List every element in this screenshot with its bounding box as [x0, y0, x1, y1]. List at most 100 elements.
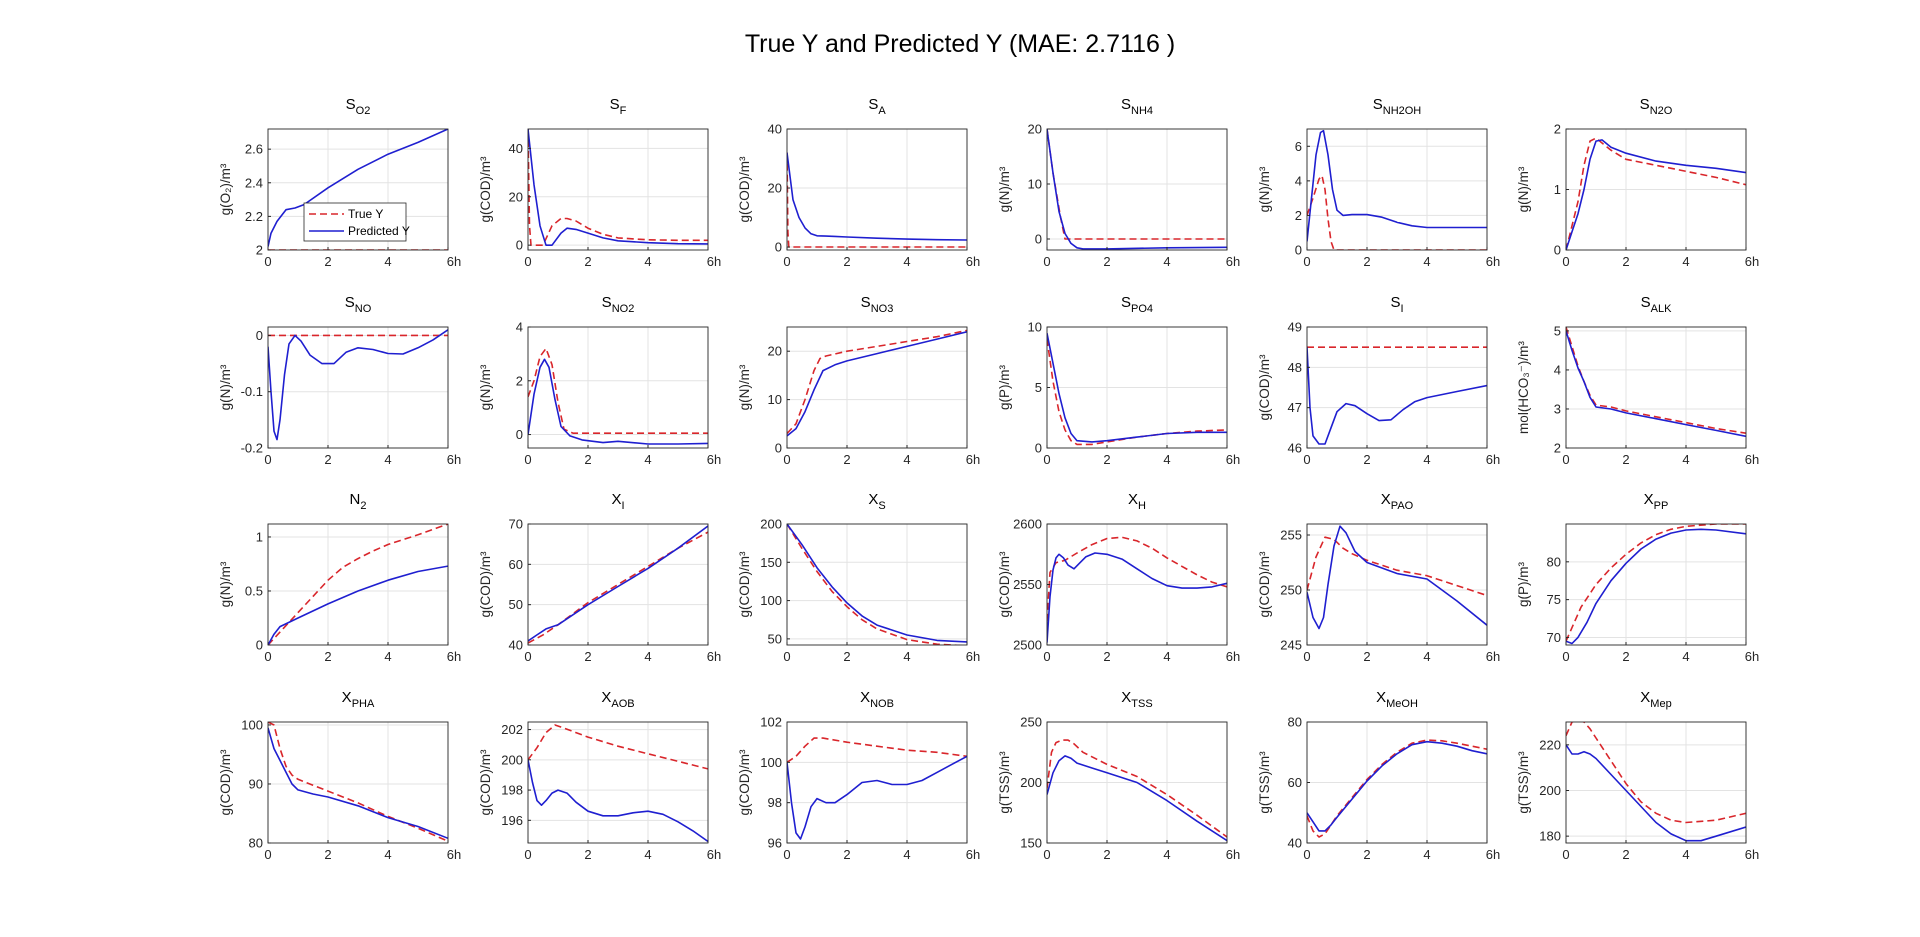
y-tick-label: 200 — [1539, 783, 1561, 798]
axes-frame — [1306, 128, 1488, 251]
y-tick-label: 2550 — [1013, 577, 1042, 592]
x-tick-label: 4 — [384, 649, 391, 664]
x-tick-label: 2 — [1103, 452, 1110, 467]
x-tick-label: 2 — [1363, 847, 1370, 862]
y-axis-label: g(N)/m³ — [737, 364, 752, 410]
y-tick-label: 47 — [1288, 400, 1302, 415]
x-tick-label: 0 — [264, 254, 271, 269]
x-tick-label: 6h — [1486, 452, 1500, 467]
y-axis-label: g(COD)/m³ — [218, 749, 233, 815]
predicted-y-line — [1047, 755, 1227, 842]
x-tick-label: 4 — [1163, 254, 1170, 269]
subplot: 0 2 4 6h 50 100 150 200 XS g(COD)/m³ — [737, 491, 980, 664]
subplot: 0 2 4 6h 46 47 48 49 SI g(COD)/m³ — [1257, 294, 1500, 467]
x-tick-label: 4 — [644, 452, 651, 467]
subplot-title: XH — [1128, 491, 1146, 512]
subplot-title: N2 — [350, 491, 367, 512]
y-tick-label: 196 — [501, 813, 523, 828]
y-tick-label: 96 — [768, 836, 782, 851]
y-axis-label: g(COD)/m³ — [1257, 551, 1272, 617]
x-tick-label: 4 — [903, 452, 910, 467]
axes-frame — [786, 721, 968, 844]
x-tick-label: 0 — [1303, 847, 1310, 862]
y-tick-label: 48 — [1288, 360, 1302, 375]
y-tick-label: 90 — [249, 776, 263, 791]
subplot-title: XS — [868, 491, 885, 512]
y-tick-label: 2 — [1554, 441, 1561, 456]
subplot-title: XI — [611, 491, 624, 512]
x-tick-label: 2 — [1622, 254, 1629, 269]
y-tick-label: 100 — [241, 717, 263, 732]
y-tick-label: 0 — [516, 427, 523, 442]
subplot-title: SNO2 — [602, 294, 635, 315]
x-tick-label: 2 — [584, 452, 591, 467]
subplot: 0 2 4 6h 0 2 4 6 SNH2OH g(N)/m³ — [1257, 96, 1500, 269]
true-y-line — [1566, 137, 1746, 250]
true-y-line — [1047, 739, 1227, 838]
subplot-title: XMeOH — [1376, 689, 1418, 710]
axes-frame — [527, 721, 709, 844]
true-y-line — [528, 129, 708, 246]
y-tick-label: 20 — [768, 344, 782, 359]
x-tick-label: 4 — [1423, 254, 1430, 269]
subplot-title: XNOB — [860, 689, 894, 710]
y-tick-label: 80 — [1288, 715, 1302, 730]
y-axis-label: g(N)/m³ — [997, 166, 1012, 212]
subplot-title: XPHA — [342, 689, 375, 710]
y-tick-label: 40 — [1288, 836, 1302, 851]
predicted-y-line — [268, 565, 448, 645]
y-tick-label: 40 — [509, 141, 523, 156]
x-tick-label: 0 — [783, 649, 790, 664]
x-tick-label: 0 — [1043, 847, 1050, 862]
true-y-line — [1566, 327, 1746, 434]
x-tick-label: 4 — [903, 254, 910, 269]
x-tick-label: 6h — [1486, 254, 1500, 269]
true-y-line — [1047, 338, 1227, 446]
subplot-title: SN2O — [1640, 96, 1673, 117]
y-axis-label: g(COD)/m³ — [478, 156, 493, 222]
y-axis-label: g(P)/m³ — [1516, 562, 1531, 608]
axes-frame — [527, 523, 709, 646]
subplot-title: SNH4 — [1121, 96, 1153, 117]
x-tick-label: 6h — [966, 452, 980, 467]
subplot-title: SF — [610, 96, 627, 117]
y-axis-label: g(N)/m³ — [218, 364, 233, 410]
axes-frame — [786, 128, 968, 251]
y-tick-label: 245 — [1280, 638, 1302, 653]
predicted-y-line — [528, 129, 708, 246]
y-tick-label: 198 — [501, 783, 523, 798]
x-tick-label: 2 — [584, 847, 591, 862]
y-tick-label: 2 — [516, 373, 523, 388]
subplot-title: SNO — [345, 294, 372, 315]
x-tick-label: 6h — [1745, 452, 1759, 467]
y-axis-label: g(O₂)/m³ — [218, 163, 233, 215]
true-y-line — [787, 737, 967, 763]
x-tick-label: 4 — [1163, 649, 1170, 664]
y-axis-label: g(COD)/m³ — [1257, 354, 1272, 420]
x-tick-label: 6h — [447, 254, 461, 269]
y-tick-label: 2.6 — [245, 142, 263, 157]
x-tick-label: 6h — [966, 847, 980, 862]
y-tick-label: 98 — [768, 795, 782, 810]
x-tick-label: 2 — [1622, 649, 1629, 664]
predicted-y-line — [268, 727, 448, 840]
subplot: 0 2 4 6h 0 10 20 SNO3 g(N)/m³ — [737, 294, 980, 467]
x-tick-label: 0 — [1562, 452, 1569, 467]
y-tick-label: 150 — [1020, 836, 1042, 851]
x-tick-label: 0 — [1043, 452, 1050, 467]
subplot: 0 2 4 6h 70 75 80 XPP g(P)/m³ — [1516, 491, 1759, 664]
true-y-line — [787, 152, 967, 248]
x-tick-label: 6h — [707, 254, 721, 269]
y-tick-label: 202 — [501, 722, 523, 737]
y-axis-label: g(N)/m³ — [1257, 166, 1272, 212]
y-tick-label: 40 — [768, 122, 782, 137]
x-tick-label: 4 — [644, 254, 651, 269]
axes-frame — [1046, 128, 1228, 251]
subplot: 0 2 4 6h 80 90 100 XPHA g(COD)/m³ — [218, 689, 461, 862]
y-tick-label: 4 — [516, 320, 523, 335]
y-tick-label: 5 — [1035, 380, 1042, 395]
predicted-y-line — [528, 525, 708, 642]
subplot: 0 2 4 6h -0.2 -0.1 0 SNO g(N)/m³ — [218, 294, 461, 467]
